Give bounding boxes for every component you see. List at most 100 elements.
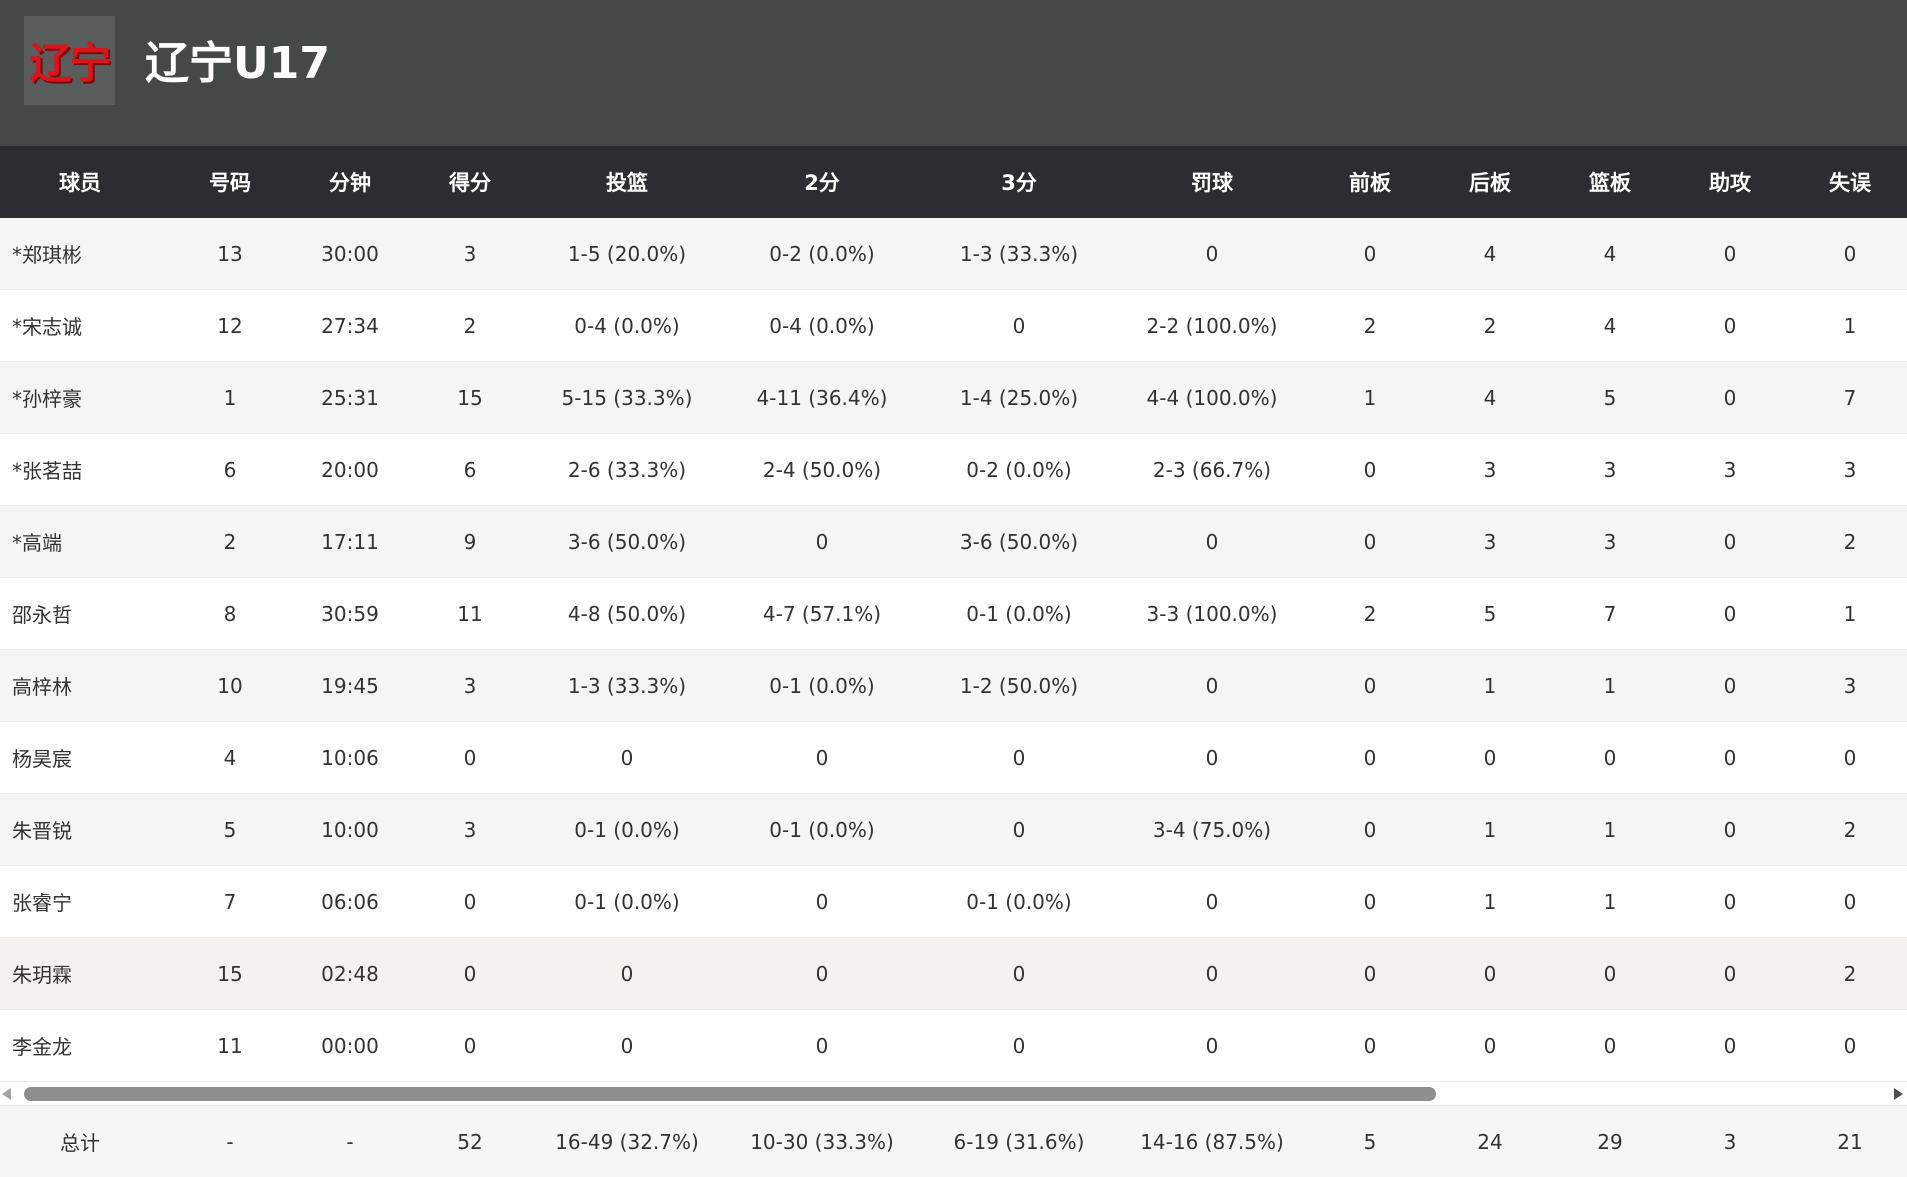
stat-dreb: 3 [1483,529,1497,554]
stat-ast: 0 [1723,673,1737,698]
stat-reb: 1 [1603,817,1617,842]
scroll-right-arrow-icon[interactable] [1894,1088,1903,1100]
stat-dreb: 4 [1483,385,1497,410]
stat-reb: 4 [1603,313,1617,338]
column-header-ast: 助攻 [1709,171,1751,195]
stat-fg: 0-4 (0.0%) [574,313,680,338]
stat-fg: 2-6 (33.3%) [567,457,687,482]
table-row[interactable]: 高梓林 10 19:45 3 1-3 (33.3%) 0-1 (0.0%) 1-2 (50.… [0,650,1907,722]
scrollbar-thumb[interactable] [24,1087,1436,1101]
stat-two-pt: 0 [815,961,829,986]
stat-tov: 2 [1843,817,1857,842]
player-name: 杨昊宸 [12,747,72,771]
stat-two-pt: 4-7 (57.1%) [762,601,882,626]
table-row[interactable]: 朱玥霖 15 02:48 0 0 0 0 0 0 0 0 0 2 [0,938,1907,1010]
player-name: *孙梓豪 [12,387,82,411]
stat-dreb: 0 [1483,745,1497,770]
stat-ft: 0 [1205,529,1219,554]
stat-two-pt: 4-11 (36.4%) [756,385,888,410]
column-header-player: 球员 [59,171,101,195]
team-name: 辽宁U17 [145,38,330,89]
table-row[interactable]: 张睿宁 7 06:06 0 0-1 (0.0%) 0 0-1 (0.0%) 0 0 1 1 0 0 [0,866,1907,938]
stat-fg: 1-5 (20.0%) [567,241,687,266]
stat-dreb: 4 [1483,241,1497,266]
stat-two-pt: 0 [815,889,829,914]
column-header-two-pt: 2分 [804,171,840,195]
column-header-dreb: 后板 [1469,171,1511,195]
stat-ast: 0 [1723,241,1737,266]
stat-reb: 1 [1603,673,1617,698]
stat-fg: 0 [620,745,634,770]
stat-points: 3 [463,817,477,842]
total-points: 52 [457,1129,483,1154]
column-header-tov: 失误 [1829,171,1871,195]
player-name: 朱玥霖 [12,963,72,987]
scroll-left-arrow-icon[interactable] [2,1088,11,1100]
stat-three-pt: 0-2 (0.0%) [966,457,1072,482]
table-row[interactable]: 杨昊宸 4 10:06 0 0 0 0 0 0 0 0 0 0 [0,722,1907,794]
table-row[interactable]: *郑琪彬 13 30:00 3 1-5 (20.0%) 0-2 (0.0%) 1-3 (33… [0,218,1907,290]
team-header: 辽宁 辽宁U17 [0,0,1907,146]
stat-dreb: 1 [1483,889,1497,914]
stat-ft: 3-4 (75.0%) [1152,817,1272,842]
stat-points: 9 [463,529,477,554]
stat-tov: 7 [1843,385,1857,410]
stat-reb: 5 [1603,385,1617,410]
table-row[interactable]: 朱晋锐 5 10:00 3 0-1 (0.0%) 0-1 (0.0%) 0 3-4 (75.0… [0,794,1907,866]
stat-two-pt: 0-4 (0.0%) [769,313,875,338]
stat-oreb: 0 [1363,1033,1377,1058]
stat-three-pt: 0 [1012,1033,1026,1058]
stat-reb: 1 [1603,889,1617,914]
stat-ft: 0 [1205,745,1219,770]
team-logo: 辽宁 [24,16,115,105]
stat-tov: 0 [1843,1033,1857,1058]
total-number: - [226,1129,234,1154]
table-row[interactable]: *高端 2 17:11 9 3-6 (50.0%) 0 3-6 (50.0%) 0 0 3 3 0 2 [0,506,1907,578]
stat-reb: 3 [1603,529,1617,554]
stat-ast: 0 [1723,601,1737,626]
stat-tov: 3 [1843,457,1857,482]
stat-two-pt: 0-2 (0.0%) [769,241,875,266]
stat-number: 10 [217,673,243,698]
table-row[interactable]: *张茗喆 6 20:00 6 2-6 (33.3%) 2-4 (50.0%) 0-2 (0.… [0,434,1907,506]
stat-three-pt: 0 [1012,745,1026,770]
stat-oreb: 0 [1363,961,1377,986]
stat-dreb: 5 [1483,601,1497,626]
stat-minutes: 19:45 [321,673,379,698]
stat-ft: 0 [1205,889,1219,914]
stat-three-pt: 0 [1012,313,1026,338]
stat-number: 5 [223,817,237,842]
stat-ft: 3-3 (100.0%) [1146,601,1278,626]
stat-three-pt: 3-6 (50.0%) [959,529,1079,554]
stat-reb: 0 [1603,961,1617,986]
player-name: 李金龙 [12,1035,72,1059]
stat-dreb: 0 [1483,961,1497,986]
stat-ft: 0 [1205,1033,1219,1058]
stat-two-pt: 2-4 (50.0%) [762,457,882,482]
table-row[interactable]: *宋志诚 12 27:34 2 0-4 (0.0%) 0-4 (0.0%) 0 2-2 (10… [0,290,1907,362]
stat-minutes: 17:11 [321,529,379,554]
stat-number: 4 [223,745,237,770]
stat-number: 1 [223,385,237,410]
stat-two-pt: 0 [815,745,829,770]
stat-dreb: 3 [1483,457,1497,482]
stat-fg: 4-8 (50.0%) [567,601,687,626]
stat-ft: 0 [1205,961,1219,986]
table-row[interactable]: 邵永哲 8 30:59 11 4-8 (50.0%) 4-7 (57.1%) 0-1 (0.… [0,578,1907,650]
table-row[interactable]: *孙梓豪 1 25:31 15 5-15 (33.3%) 4-11 (36.4%) 1-4 … [0,362,1907,434]
stat-number: 15 [217,961,243,986]
stat-minutes: 02:48 [321,961,379,986]
stat-tov: 2 [1843,961,1857,986]
stat-three-pt: 0 [1012,817,1026,842]
stat-tov: 0 [1843,241,1857,266]
stat-tov: 1 [1843,601,1857,626]
stat-number: 13 [217,241,243,266]
stats-table-body: *郑琪彬 13 30:00 3 1-5 (20.0%) 0-2 (0.0%) 1-3 (33… [0,218,1907,1082]
stat-oreb: 0 [1363,457,1377,482]
horizontal-scrollbar[interactable] [0,1083,1907,1105]
stat-three-pt: 0-1 (0.0%) [966,601,1072,626]
table-row[interactable]: 李金龙 11 00:00 0 0 0 0 0 0 0 0 0 0 [0,1010,1907,1082]
stat-fg: 0-1 (0.0%) [574,889,680,914]
stat-ast: 0 [1723,529,1737,554]
stat-number: 2 [223,529,237,554]
